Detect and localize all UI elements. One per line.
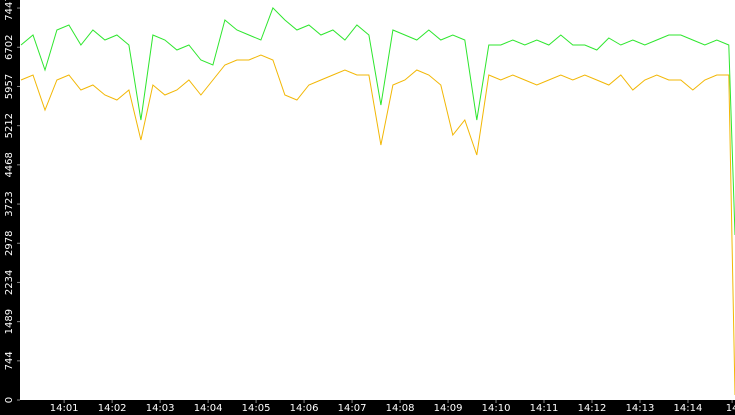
x-tick-label: 14:10 — [482, 403, 511, 414]
x-tick-label: 14:08 — [386, 403, 415, 414]
y-tick-label: 0 — [4, 397, 15, 403]
series-line — [20, 6, 735, 236]
x-tick-label: 14:09 — [434, 403, 463, 414]
x-tick-label: 14:06 — [290, 403, 319, 414]
series-line — [20, 54, 735, 396]
y-tick-label: 7447 — [4, 0, 15, 21]
y-tick-label: 6702 — [4, 35, 15, 60]
y-tick-label: 2234 — [4, 270, 15, 295]
y-tick-label: 2978 — [4, 231, 15, 256]
x-tick-label: 14:04 — [194, 403, 223, 414]
y-tick-label: 5957 — [4, 74, 15, 99]
x-tick-label: 14:05 — [242, 403, 271, 414]
y-tick-label: 4468 — [4, 152, 15, 177]
y-tick-label: 744 — [4, 351, 15, 370]
x-tick-label: 14 — [726, 403, 735, 414]
x-tick-label: 14:12 — [578, 403, 607, 414]
x-tick-label: 14:14 — [674, 403, 703, 414]
x-tick-label: 14:11 — [530, 403, 559, 414]
x-tick-label: 14:01 — [50, 403, 79, 414]
x-tick-label: 14:13 — [626, 403, 655, 414]
x-tick-label: 14:02 — [98, 403, 127, 414]
y-tick-label: 5212 — [4, 113, 15, 138]
plot-area — [20, 0, 735, 400]
x-tick-label: 14:07 — [338, 403, 367, 414]
x-tick-label: 14:03 — [146, 403, 175, 414]
y-tick-label: 1489 — [4, 309, 15, 334]
y-tick-label: 3723 — [4, 191, 15, 216]
